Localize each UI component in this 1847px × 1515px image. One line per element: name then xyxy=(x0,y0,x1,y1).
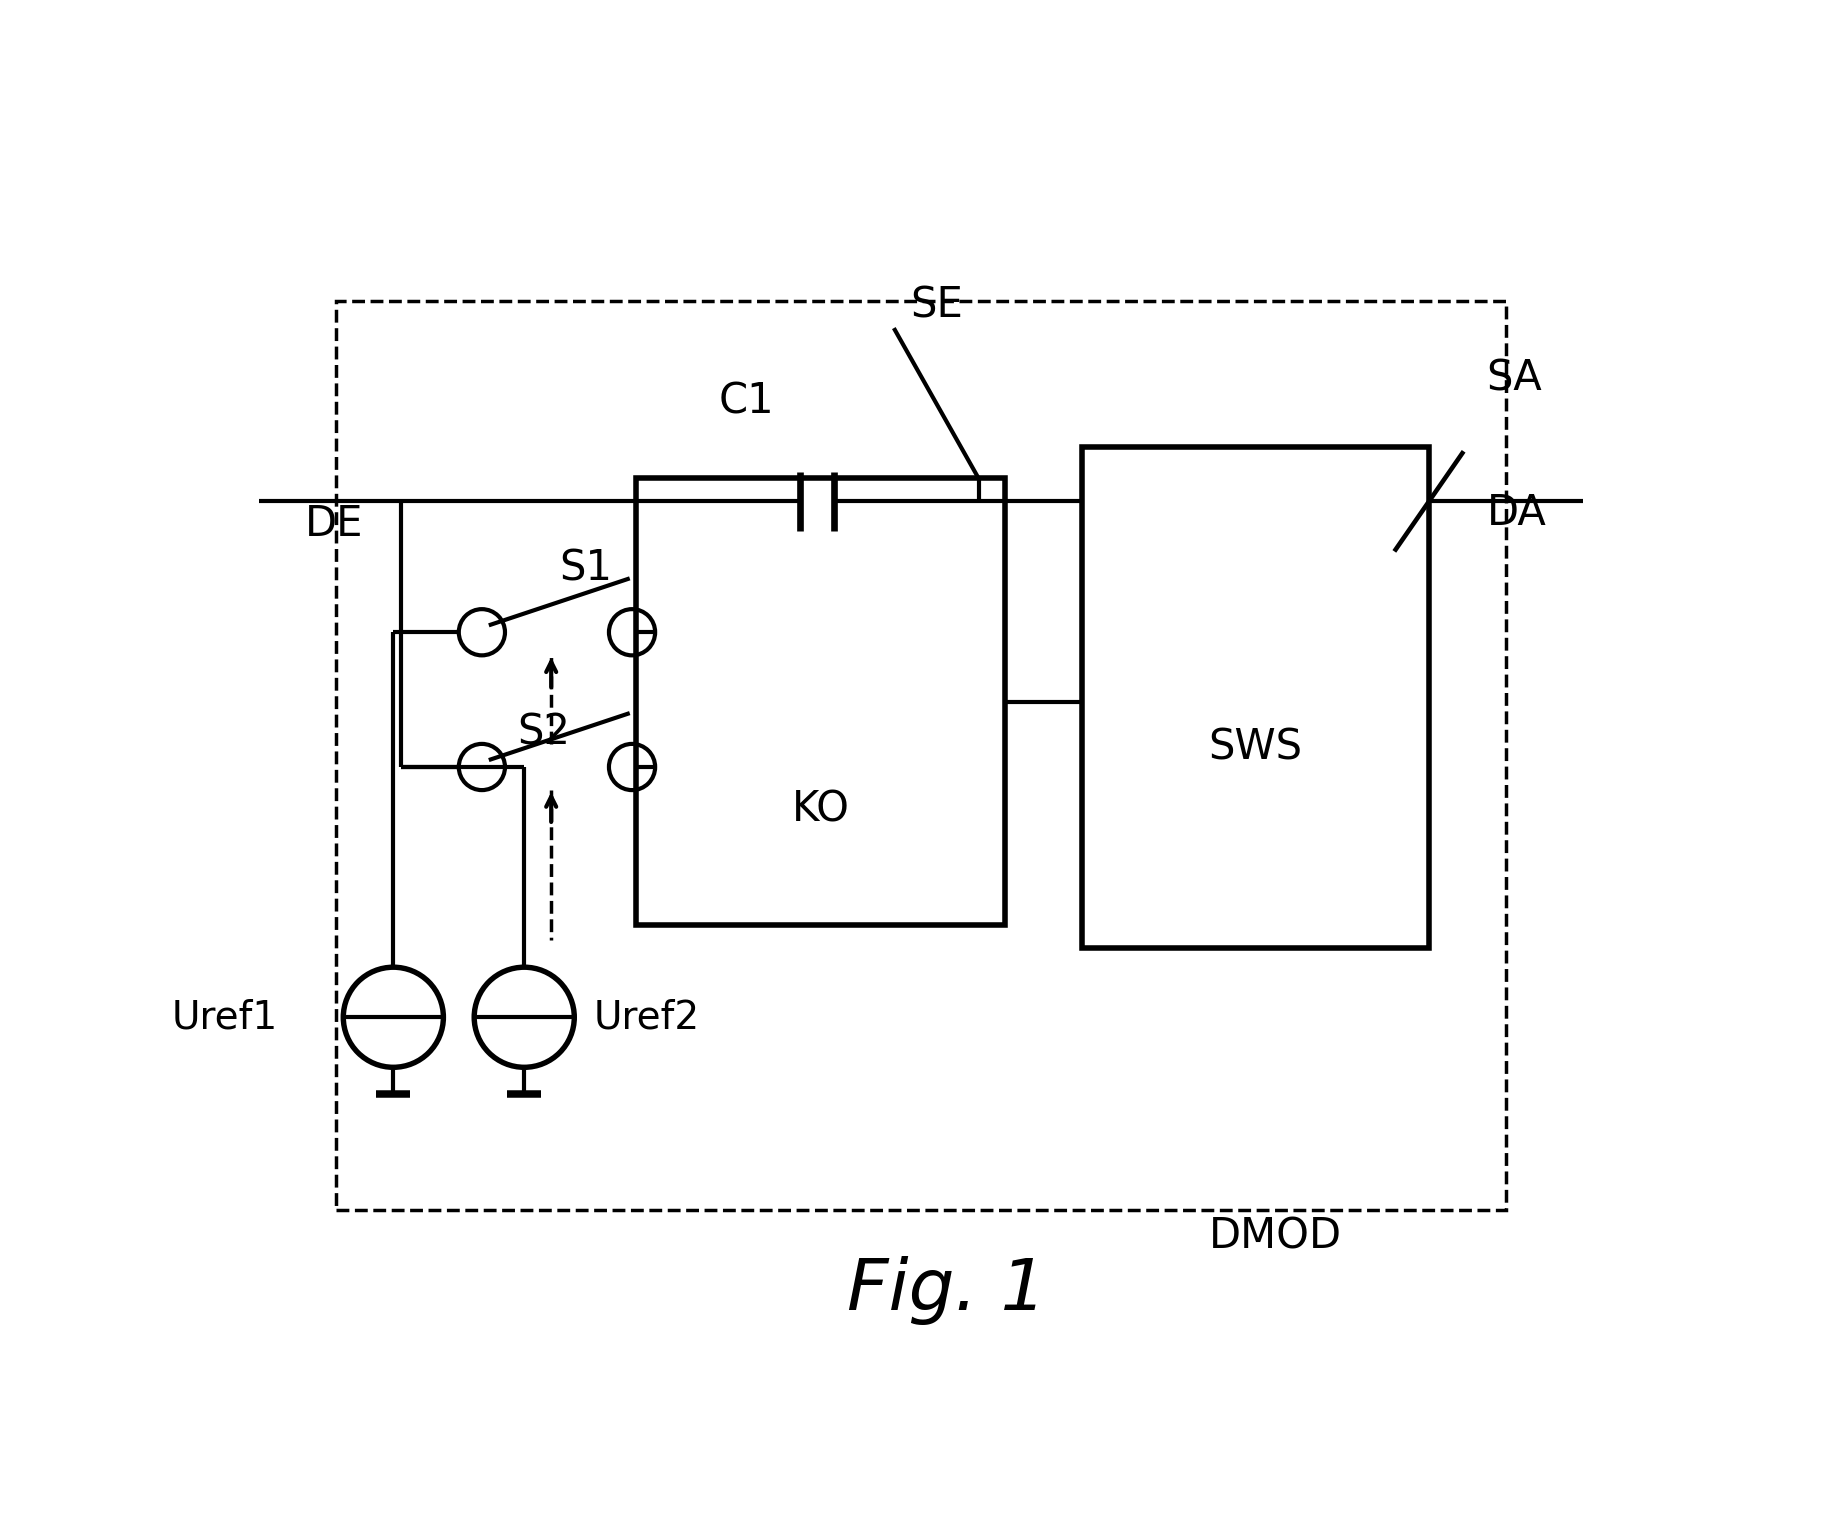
Text: SE: SE xyxy=(911,283,962,326)
Bar xyxy=(336,301,1505,1210)
Text: SWS: SWS xyxy=(1208,727,1302,768)
Text: Fig. 1: Fig. 1 xyxy=(846,1256,1047,1326)
Text: Uref1: Uref1 xyxy=(172,998,277,1036)
Text: S2: S2 xyxy=(517,712,571,753)
Text: DMOD: DMOD xyxy=(1208,1215,1341,1257)
Text: DE: DE xyxy=(305,503,364,545)
Text: KO: KO xyxy=(792,788,850,830)
Bar xyxy=(1082,447,1430,948)
Text: SA: SA xyxy=(1487,358,1542,398)
Text: Uref2: Uref2 xyxy=(593,998,700,1036)
Text: C1: C1 xyxy=(718,380,774,423)
Text: S1: S1 xyxy=(560,548,613,589)
Bar xyxy=(635,479,1005,924)
Text: DA: DA xyxy=(1487,492,1546,533)
